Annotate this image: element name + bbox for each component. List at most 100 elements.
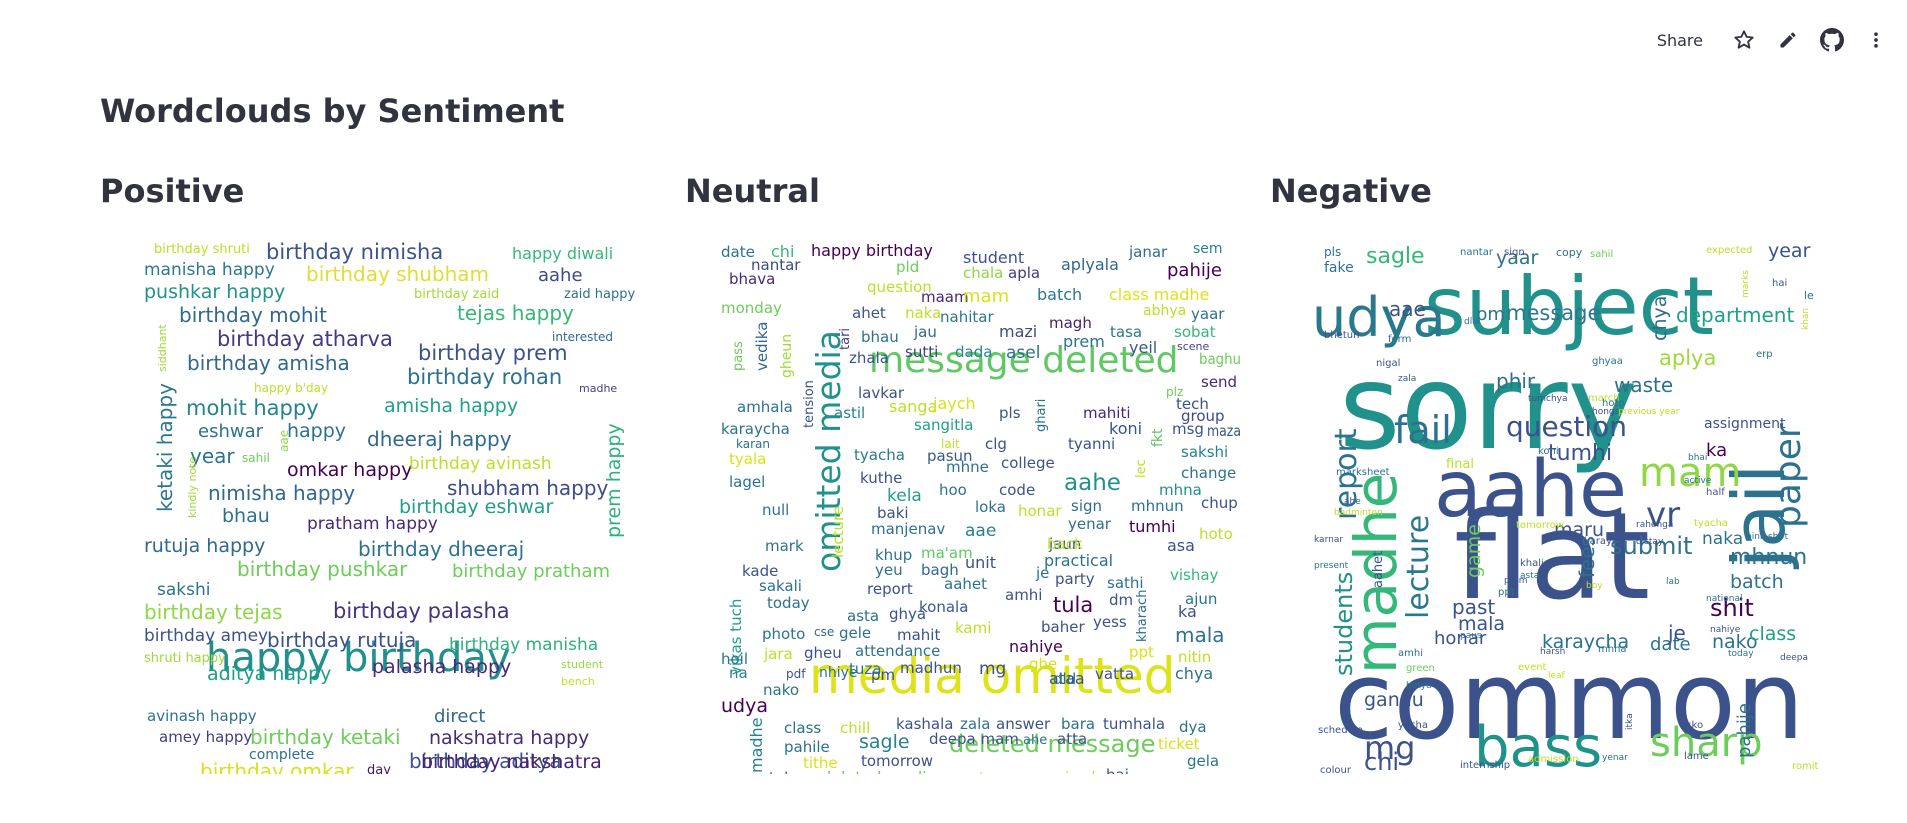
app-toolbar: Share: [1657, 22, 1889, 58]
wordcloud-word: send: [1201, 373, 1237, 391]
wordcloud-word: internship: [1460, 760, 1510, 771]
wordcloud-word: nahiye: [1009, 637, 1063, 656]
wordcloud-word: nantar: [751, 256, 801, 274]
wordcloud-word: aahet: [944, 575, 987, 593]
wordcloud-word: sangitla: [914, 416, 973, 434]
wordcloud-word: zala: [960, 715, 990, 733]
wordcloud-word: birthday shubham: [306, 262, 489, 286]
wordcloud-word: event: [1518, 662, 1547, 673]
wordcloud-word: dla: [1464, 317, 1478, 327]
wordcloud-word: direct: [434, 706, 485, 727]
wordcloud-word: ghya: [889, 605, 926, 623]
wordcloud-word: mhna: [1159, 481, 1202, 499]
wordcloud-word: chala: [963, 264, 1003, 282]
wordcloud-word: mam: [963, 286, 1009, 307]
more-vertical-icon[interactable]: [1863, 27, 1889, 53]
wordcloud-word: message deleted: [869, 340, 1179, 381]
wordcloud-word: tension: [802, 380, 817, 428]
wordcloud-word: taka: [769, 769, 802, 774]
pencil-icon[interactable]: [1775, 27, 1801, 53]
wordcloud-word: gheun: [779, 334, 795, 378]
wordcloud-word: group: [1181, 407, 1225, 425]
wordcloud-word: class: [784, 719, 821, 737]
wordcloud-word: chya: [1175, 664, 1213, 683]
wordcloud-word: march: [1588, 393, 1620, 404]
wordcloud-word: college: [1001, 454, 1055, 472]
wordcloud-word: omitted media: [809, 330, 848, 572]
wordcloud-word: asel: [1006, 343, 1040, 363]
wordcloud-word: chi: [1364, 748, 1399, 774]
wordcloud-word: happy birthday: [206, 635, 511, 681]
wordcloud-word: flat: [1454, 488, 1650, 627]
wordcloud-word: zhala: [849, 349, 889, 367]
wordcloud-word: mala: [1175, 623, 1225, 647]
wordcloud-word: happy diwali: [512, 244, 613, 263]
wordcloud-word: date: [721, 243, 755, 261]
wordcloud-word: pm: [871, 666, 895, 684]
wordcloud-word: madhun: [900, 659, 962, 677]
wordcloud-word: chi: [771, 242, 794, 261]
wordcloud-word: amhi: [1398, 648, 1423, 659]
wordcloud-word: pls: [999, 404, 1021, 422]
wordcloud-word: dada: [955, 343, 992, 361]
wordcloud-word: kuthe: [860, 469, 902, 487]
wordcloud-word: vedika: [753, 322, 771, 371]
wordcloud-word: lame: [1684, 751, 1709, 762]
wordcloud-word: day: [367, 763, 391, 774]
wordcloud-word: amhi: [1005, 586, 1042, 604]
wordcloud-word: birthday prem: [418, 341, 568, 365]
wordcloud-word: sanga: [889, 397, 937, 416]
wordcloud-word: dld: [1053, 670, 1076, 688]
wordcloud-word: answer: [996, 715, 1051, 733]
wordcloud-word: lecture: [1401, 515, 1436, 619]
wordcloud-word: bench: [561, 675, 595, 688]
wordcloud-word: kharach: [1135, 590, 1150, 642]
wordcloud-word: atta: [1057, 730, 1087, 748]
share-button[interactable]: Share: [1656, 30, 1703, 50]
wordcloud-word: birthday avinash: [409, 454, 552, 474]
wordcloud-word: question: [1506, 410, 1627, 443]
wordcloud-word: zaid happy: [564, 287, 635, 302]
wordcloud-word: students: [1330, 572, 1358, 676]
wordcloud-word: udya: [721, 695, 768, 717]
wordcloud-word: mahiti: [1083, 404, 1131, 422]
wordcloud-word: lait: [941, 437, 960, 451]
wordcloud-word: ketaki happy: [153, 383, 177, 512]
wordcloud-word: birthday pushkar: [237, 557, 408, 581]
github-icon[interactable]: [1819, 27, 1845, 53]
wordcloud-word: change: [1181, 464, 1236, 482]
wordcloud-word: monday: [721, 299, 782, 317]
wordcloud-word: khali: [1520, 558, 1544, 569]
wordcloud-word: nakshatra happy: [429, 727, 589, 749]
wordcloud-word: party: [1055, 570, 1095, 588]
wordcloud-word: yacha: [1398, 720, 1428, 731]
wordcloud-word: hoto: [1602, 398, 1625, 409]
wordcloud-word: lab: [1666, 577, 1680, 587]
wordcloud-word: photo: [762, 625, 805, 643]
positive-wordcloud: happy birthday birthday nimisha birthday…: [124, 238, 660, 774]
wordcloud-word: avinash happy: [147, 707, 257, 725]
neutral-wordcloud-svg: media omitted message deleted omitted me…: [721, 241, 1241, 774]
wordcloud-word: vikas tuch: [727, 599, 745, 675]
wordcloud-word: sobat: [1174, 323, 1216, 341]
neutral-title: Neutral: [685, 172, 820, 210]
wordcloud-word: tyanni: [1068, 435, 1115, 453]
wordcloud-word: kashala: [896, 715, 954, 733]
wordcloud-word: amisha happy: [384, 395, 518, 417]
star-icon[interactable]: [1731, 27, 1757, 53]
wordcloud-word: yenar: [1068, 515, 1112, 533]
wordcloud-word: dm: [1109, 591, 1133, 609]
wordcloud-word: mazi: [999, 322, 1037, 341]
wordcloud-word: mohit happy: [186, 396, 319, 420]
wordcloud-word: lagel: [729, 473, 765, 491]
wordcloud-word: harsh: [1540, 647, 1565, 657]
wordcloud-word: abhya: [1143, 303, 1186, 319]
wordcloud-word: form: [1388, 334, 1411, 345]
wordcloud-word: scene: [1177, 340, 1210, 353]
wordcloud-word: green: [1406, 663, 1435, 674]
wordcloud-word: birthday omkar: [200, 759, 354, 774]
wordcloud-word: ghe: [1029, 655, 1057, 673]
wordcloud-word: mam: [1639, 450, 1741, 496]
wordcloud-word: gela: [1187, 752, 1219, 770]
wordcloud-word: jaun: [1048, 535, 1081, 553]
